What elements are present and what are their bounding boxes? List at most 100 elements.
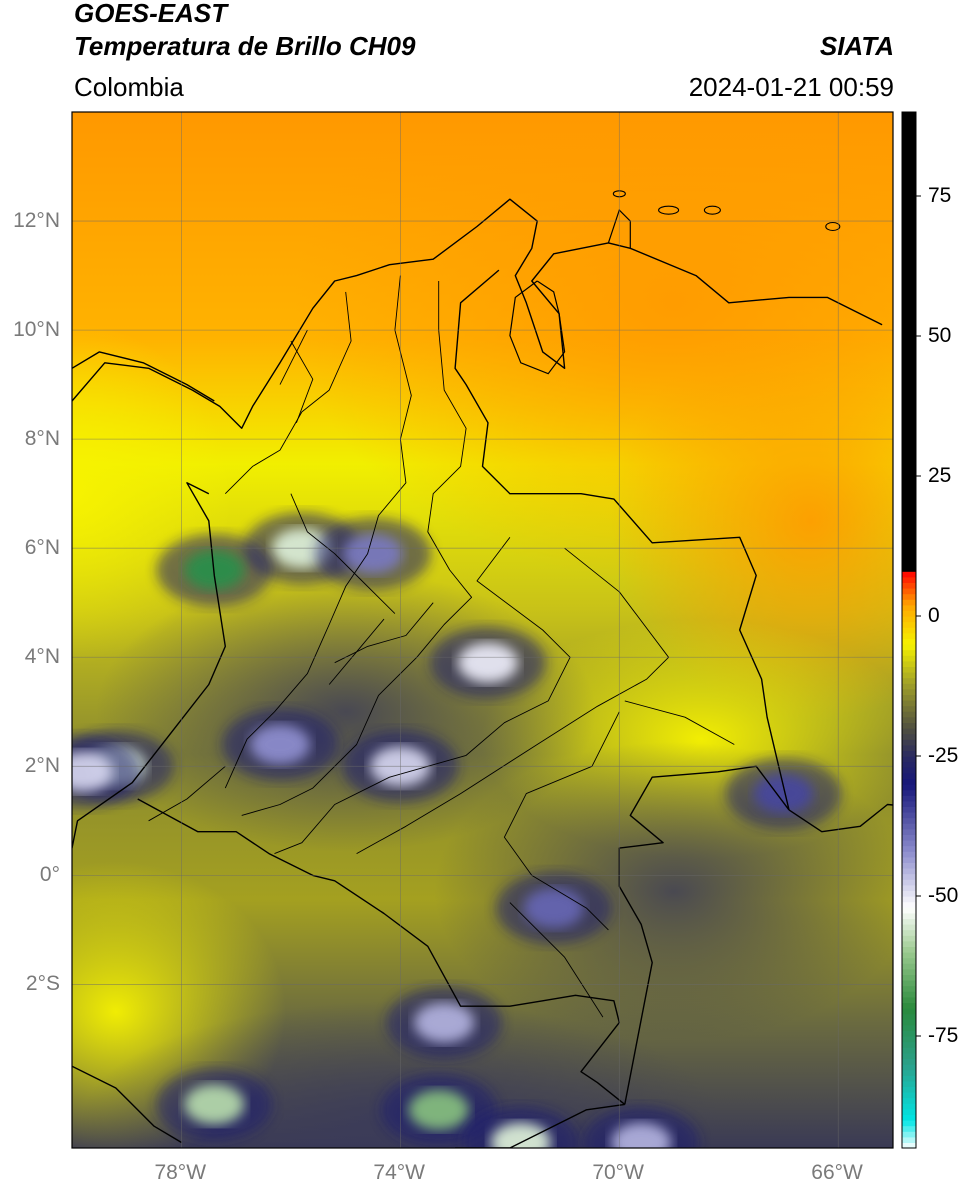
colorbar-segment: [902, 901, 916, 908]
colorbar-segment: [902, 173, 916, 180]
colorbar-segment: [902, 537, 916, 544]
colorbar-segment: [902, 414, 916, 421]
colorbar-segment: [902, 627, 916, 634]
colorbar-segment: [902, 1008, 916, 1015]
colorbar-segment: [902, 940, 916, 947]
colorbar-segment: [902, 397, 916, 404]
colorbar-segment: [902, 168, 916, 175]
colorbar-segment: [902, 492, 916, 499]
colorbar-segment: [902, 425, 916, 432]
colorbar-segment: [902, 117, 916, 124]
colorbar-segment: [902, 565, 916, 572]
convective-cell: [490, 1122, 551, 1148]
colorbar-segment: [902, 134, 916, 141]
satellite-title: GOES-EAST: [74, 0, 228, 28]
colorbar-segment: [902, 212, 916, 219]
colorbar-segment: [902, 840, 916, 847]
colorbar-segment: [902, 924, 916, 931]
colorbar-segment: [902, 593, 916, 600]
coastline-border: [72, 351, 215, 402]
colorbar-segment: [902, 520, 916, 527]
paraguana-peninsula: [607, 208, 631, 249]
colorbar-segment: [902, 912, 916, 919]
convective-cell: [343, 533, 404, 574]
colorbar-segment: [902, 436, 916, 443]
colorbar-segment: [902, 991, 916, 998]
colorbar-segment: [902, 207, 916, 214]
colorbar-segment: [902, 313, 916, 320]
colorbar-segment: [902, 1142, 916, 1149]
colorbar-segment: [902, 772, 916, 779]
colorbar-segment: [902, 1002, 916, 1009]
colorbar-segment: [902, 705, 916, 712]
department-border: [274, 537, 571, 855]
colorbar-segment: [902, 806, 916, 813]
colorbar-segment: [902, 677, 916, 684]
colorbar-segment: [902, 509, 916, 516]
colorbar-segment: [902, 263, 916, 270]
convective-cell: [414, 1002, 475, 1043]
map-panel: [72, 112, 893, 1148]
colorbar-segment: [902, 123, 916, 130]
latitude-tick-label: 2°N: [24, 754, 60, 778]
colorbar-segment: [902, 369, 916, 376]
colorbar-segment: [902, 453, 916, 460]
colorbar-segment: [902, 504, 916, 511]
colorbar-segment: [902, 296, 916, 303]
colorbar-segment: [902, 957, 916, 964]
colorbar-segment: [902, 1086, 916, 1093]
colorbar-segment: [902, 666, 916, 673]
colorbar-segment: [902, 330, 916, 337]
colorbar-segment: [902, 442, 916, 449]
colorbar-segment: [902, 638, 916, 645]
colorbar-segment: [902, 694, 916, 701]
colorbar-segment: [902, 739, 916, 746]
colorbar-segment: [902, 1080, 916, 1087]
colorbar-segment: [902, 1125, 916, 1132]
colorbar-segment: [902, 823, 916, 830]
colorbar-segment: [902, 352, 916, 359]
colorbar-segment: [902, 1069, 916, 1076]
colorbar-segment: [902, 1047, 916, 1054]
colorbar-segment: [902, 784, 916, 791]
colorbar-segment: [902, 683, 916, 690]
department-border: [279, 329, 308, 385]
colorbar-segment: [902, 392, 916, 399]
colorbar-segment: [902, 632, 916, 639]
colorbar-segment: [902, 716, 916, 723]
colorbar-segment: [902, 151, 916, 158]
colorbar-segment: [902, 1024, 916, 1031]
department-border: [334, 602, 434, 664]
colorbar-tick-label: -50: [928, 884, 959, 907]
colorbar-segment: [902, 750, 916, 757]
colorbar-segment: [902, 660, 916, 667]
map-frame: [71, 111, 894, 1149]
convective-cell: [611, 1122, 672, 1148]
colorbar-segment: [902, 291, 916, 298]
department-border: [224, 275, 412, 789]
colorbar-segment: [902, 156, 916, 163]
coastline-border: [455, 1103, 625, 1148]
colorbar-segment: [902, 968, 916, 975]
colorbar-segment: [902, 996, 916, 1003]
colorbar-segment: [902, 828, 916, 835]
colorbar-segment: [902, 358, 916, 365]
colorbar-segment: [902, 476, 916, 483]
colorbar-segment: [902, 1036, 916, 1043]
caribbean-island: [658, 205, 680, 215]
colorbar-segment: [902, 980, 916, 987]
colorbar-segment: [902, 655, 916, 662]
latitude-tick-label: 12°N: [13, 209, 60, 233]
colorbar-segment: [902, 946, 916, 953]
colorbar-segment: [902, 257, 916, 264]
convective-cell: [249, 724, 310, 765]
colorbar-segment: [902, 386, 916, 393]
product-title: Temperatura de Brillo CH09: [74, 31, 416, 61]
caribbean-island: [703, 205, 721, 215]
colorbar-segment: [902, 1103, 916, 1110]
colorbar-segment: [902, 985, 916, 992]
department-border: [148, 765, 226, 822]
colorbar-segment: [902, 285, 916, 292]
department-border: [356, 547, 670, 854]
colorbar-segment: [902, 543, 916, 550]
